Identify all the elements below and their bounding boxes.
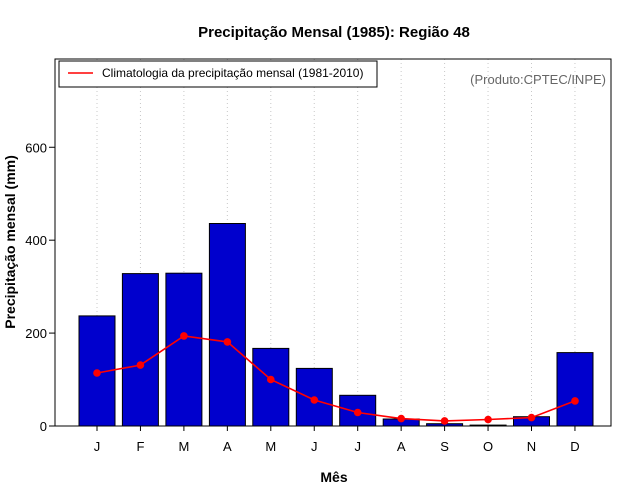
x-tick-label: M [178, 439, 189, 454]
chart-title: Precipitação Mensal (1985): Região 48 [198, 24, 470, 41]
bar-3 [208, 223, 246, 427]
x-tick-label: J [311, 439, 318, 454]
y-tick-label: 200 [25, 326, 47, 341]
x-tick-label: J [354, 439, 361, 454]
climatology-point-0 [93, 369, 101, 377]
x-tick-label: J [94, 439, 101, 454]
x-axis-label: Mês [320, 469, 347, 485]
climatology-line [96, 335, 576, 422]
x-tick-label: D [570, 439, 579, 454]
legend-entry-climatology: Climatologia da precipitação mensal (198… [102, 66, 363, 80]
y-tick-label: 0 [40, 419, 47, 434]
x-tick-label: F [136, 439, 144, 454]
y-axis: 0 200 400 600 [25, 140, 55, 434]
legend-box [58, 60, 378, 88]
climatology-point-11 [571, 397, 579, 405]
climatology-point-9 [484, 415, 492, 424]
climatology-point-8 [440, 417, 449, 425]
climatology-point-4 [267, 375, 275, 384]
climatology-point-10 [527, 413, 536, 422]
x-tick-label: S [440, 439, 449, 454]
bar-11 [556, 352, 594, 427]
y-tick-label: 600 [25, 140, 47, 155]
x-tick-label: O [483, 439, 493, 454]
bar-4 [252, 347, 290, 427]
legend: Climatologia da precipitação mensal (198… [58, 60, 378, 88]
climatology-point-2 [180, 332, 188, 340]
x-tick-label: N [527, 439, 536, 454]
climatology-point-6 [353, 408, 362, 417]
y-tick-label: 400 [25, 233, 47, 248]
x-tick-label: A [223, 439, 232, 454]
climatology-point-7 [397, 414, 406, 423]
bar-1 [121, 273, 159, 427]
x-tick-label: M [265, 439, 276, 454]
climatology-series [93, 332, 579, 425]
bar-series [78, 223, 594, 427]
climatology-point-1 [136, 361, 145, 369]
climatology-point-3 [223, 338, 232, 346]
climatology-point-5 [310, 396, 319, 404]
bar-2 [165, 272, 203, 427]
source-annotation: (Produto:CPTEC/INPE) [470, 72, 606, 87]
x-tick-label: A [397, 439, 406, 454]
plot-frame [54, 58, 612, 427]
y-axis-label: Precipitação mensal (mm) [2, 155, 18, 329]
